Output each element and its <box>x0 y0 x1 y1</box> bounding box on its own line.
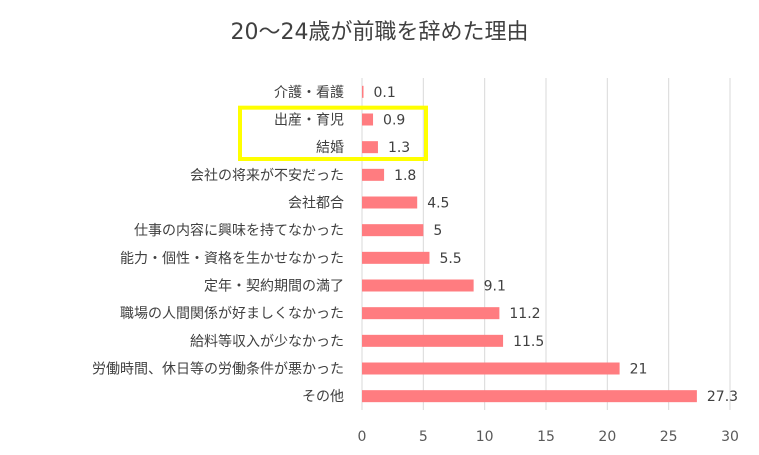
value-label: 0.1 <box>374 85 396 101</box>
value-label: 5.5 <box>439 251 461 267</box>
bar <box>362 279 474 292</box>
x-tick-label: 15 <box>537 429 555 445</box>
value-label: 0.9 <box>383 113 405 129</box>
bar <box>362 113 374 126</box>
category-label: 労働時間、休日等の労働条件が悪かった <box>92 361 344 378</box>
bar <box>362 362 620 375</box>
bar <box>362 307 500 320</box>
bar <box>362 141 378 154</box>
bars <box>362 85 697 403</box>
category-label: その他 <box>302 389 344 405</box>
highlight-box <box>238 105 428 161</box>
category-label: 仕事の内容に興味を持てなかった <box>134 222 344 239</box>
value-label: 11.5 <box>513 334 544 350</box>
chart-title: 20〜24歳が前職を辞めた理由 <box>230 20 529 45</box>
x-axis-ticks: 0 5 10 15 20 25 30 <box>358 429 739 445</box>
bar <box>362 224 424 237</box>
category-label: 結婚 <box>316 140 344 156</box>
value-label: 27.3 <box>707 389 738 405</box>
bar <box>362 251 430 264</box>
category-label: 会社都合 <box>288 196 344 212</box>
x-tick-label: 0 <box>358 429 367 445</box>
value-label: 4.5 <box>427 196 449 212</box>
bar <box>362 85 364 98</box>
category-label: 介護・看護 <box>274 85 344 101</box>
x-tick-label: 30 <box>721 429 739 445</box>
category-label: 給料等収入が少なかった <box>190 333 344 350</box>
x-tick-label: 5 <box>419 429 428 445</box>
value-label: 1.8 <box>394 168 416 184</box>
bar <box>362 168 385 181</box>
x-tick-label: 10 <box>476 429 494 445</box>
category-label: 能力・個性・資格を生かせなかった <box>120 251 344 267</box>
category-label: 定年・契約期間の満了 <box>204 279 344 295</box>
grid-lines <box>361 78 731 410</box>
value-label: 9.1 <box>484 279 506 295</box>
value-label: 11.2 <box>509 306 540 322</box>
value-label: 5 <box>433 223 442 239</box>
category-label: 職場の人間関係が好ましくなかった <box>120 306 344 322</box>
category-label: 会社の将来が不安だった <box>190 168 344 184</box>
x-tick-label: 20 <box>598 429 616 445</box>
bar <box>362 390 697 403</box>
x-tick-label: 25 <box>660 429 678 445</box>
bar <box>362 196 418 209</box>
category-labels: 介護・看護出産・育児結婚会社の将来が不安だった会社都合仕事の内容に興味を持てなか… <box>92 85 344 405</box>
bar <box>362 334 504 347</box>
value-label: 21 <box>630 362 648 378</box>
value-label: 1.3 <box>388 140 410 156</box>
value-labels: 0.1 0.9 1.3 1.8 4.5 5 5.5 9.111.2 11.5 21 27.3 <box>374 85 739 405</box>
category-label: 出産・育児 <box>274 113 344 129</box>
